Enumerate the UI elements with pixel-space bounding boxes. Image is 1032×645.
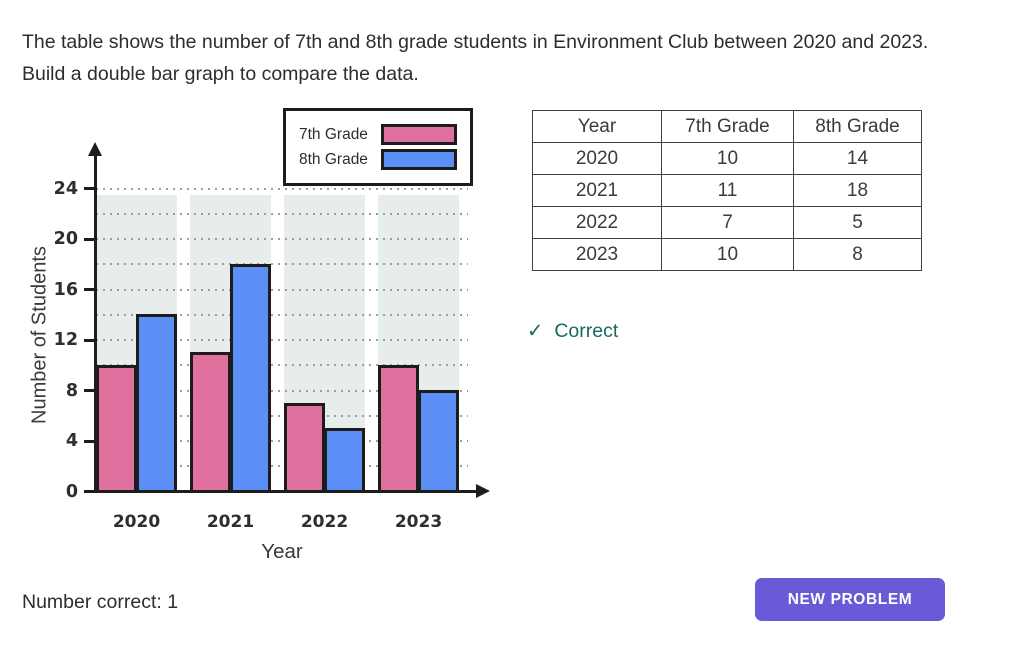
- bar-7th-grade-2022[interactable]: [284, 403, 325, 493]
- score-label: Number correct:: [22, 591, 162, 613]
- legend-swatch: [381, 124, 457, 145]
- data-table: Year 7th Grade 8th Grade 2020 10 14 2021 11 18 20…: [532, 110, 922, 271]
- gridline-24: [96, 187, 468, 190]
- score-value: 1: [167, 591, 179, 613]
- legend: 7th Grade 8th Grade: [283, 108, 473, 186]
- y-tick-label-16: 16: [53, 279, 78, 300]
- table-cell: 2023: [532, 238, 662, 271]
- y-tick-label-8: 8: [65, 380, 78, 401]
- gridline-16: [96, 288, 468, 291]
- y-tick-label-24: 24: [53, 178, 78, 199]
- x-category-label-2023: 2023: [394, 512, 443, 532]
- table-header-row: Year 7th Grade 8th Grade: [532, 110, 922, 143]
- gridline-10: [96, 364, 468, 367]
- x-axis-label: Year: [261, 540, 303, 563]
- table-header-8th-grade: 8th Grade: [793, 110, 922, 143]
- table-cell: 2020: [532, 142, 662, 175]
- gridline-20: [96, 238, 468, 240]
- table-cell: 7: [661, 206, 794, 239]
- x-category-label-2020: 2020: [112, 512, 161, 532]
- x-category-label-2021: 2021: [206, 512, 255, 532]
- table-cell: 2022: [532, 206, 662, 239]
- table-cell: 5: [793, 206, 922, 239]
- legend-entry-8th-grade: 8th Grade: [299, 147, 457, 172]
- table-cell: 14: [793, 142, 922, 175]
- table-cell: 8: [793, 238, 922, 271]
- table-row: 2022 7 5: [532, 206, 922, 239]
- bar-7th-grade-2021[interactable]: [190, 352, 231, 493]
- y-tick-12: [84, 338, 94, 342]
- score-text: Number correct: 1: [22, 591, 178, 614]
- x-axis-arrow-icon: [476, 484, 490, 498]
- y-tick-label-12: 12: [53, 330, 78, 350]
- y-tick-4: [84, 439, 94, 443]
- gridline-22: [96, 212, 468, 215]
- y-tick-0: [84, 490, 94, 493]
- y-axis-arrow-icon: [88, 142, 102, 156]
- bar-8th-grade-2020[interactable]: [136, 314, 177, 493]
- y-tick-label-20: 20: [53, 229, 78, 249]
- y-tick-label-4: 4: [65, 431, 78, 451]
- y-tick-16: [84, 288, 94, 291]
- bar-7th-grade-2020[interactable]: [96, 365, 137, 493]
- y-axis-line: [94, 154, 97, 493]
- table-cell: 10: [661, 142, 794, 175]
- table-cell: 10: [661, 238, 794, 271]
- bar-chart: Number of Students 0 4 8 12 16 20 24 2020 2021 20…: [20, 100, 520, 575]
- table-cell: 2021: [532, 174, 662, 207]
- y-tick-20: [84, 237, 94, 241]
- gridline-12: [96, 339, 468, 341]
- gridline-14: [96, 313, 468, 316]
- bar-8th-grade-2022[interactable]: [324, 428, 365, 493]
- table-header-7th-grade: 7th Grade: [661, 110, 794, 143]
- legend-label: 7th Grade: [299, 125, 368, 143]
- y-tick-label-0: 0: [65, 481, 78, 502]
- bar-8th-grade-2021[interactable]: [230, 264, 271, 493]
- gridline-18: [96, 263, 468, 266]
- table-row: 2023 10 8: [532, 238, 922, 271]
- bar-8th-grade-2023[interactable]: [418, 390, 459, 493]
- x-axis-line: [94, 490, 477, 493]
- legend-label: 8th Grade: [299, 150, 368, 168]
- table-row: 2020 10 14: [532, 142, 922, 175]
- gridline-4: [96, 440, 468, 442]
- plot-area: 0 4 8 12 16 20 24 2020 2021 2022 2023: [20, 100, 520, 575]
- legend-entry-7th-grade: 7th Grade: [299, 122, 457, 147]
- feedback-message: ✓ Correct: [527, 319, 618, 343]
- y-tick-8: [84, 389, 94, 392]
- problem-instruction: The table shows the number of 7th and 8t…: [22, 31, 929, 85]
- y-tick-24: [84, 187, 94, 190]
- legend-swatch: [381, 149, 457, 170]
- gridline-6: [96, 414, 468, 417]
- table-cell: 11: [661, 174, 794, 207]
- x-category-label-2022: 2022: [300, 512, 349, 532]
- bar-7th-grade-2023[interactable]: [378, 365, 419, 493]
- check-icon: ✓: [527, 320, 544, 342]
- gridline-2: [96, 465, 468, 468]
- new-problem-button[interactable]: NEW PROBLEM: [755, 578, 945, 621]
- gridline-8: [96, 389, 468, 392]
- table-row: 2021 11 18: [532, 174, 922, 207]
- table-cell: 18: [793, 174, 922, 207]
- table-header-year: Year: [532, 110, 662, 143]
- feedback-label: Correct: [554, 319, 619, 342]
